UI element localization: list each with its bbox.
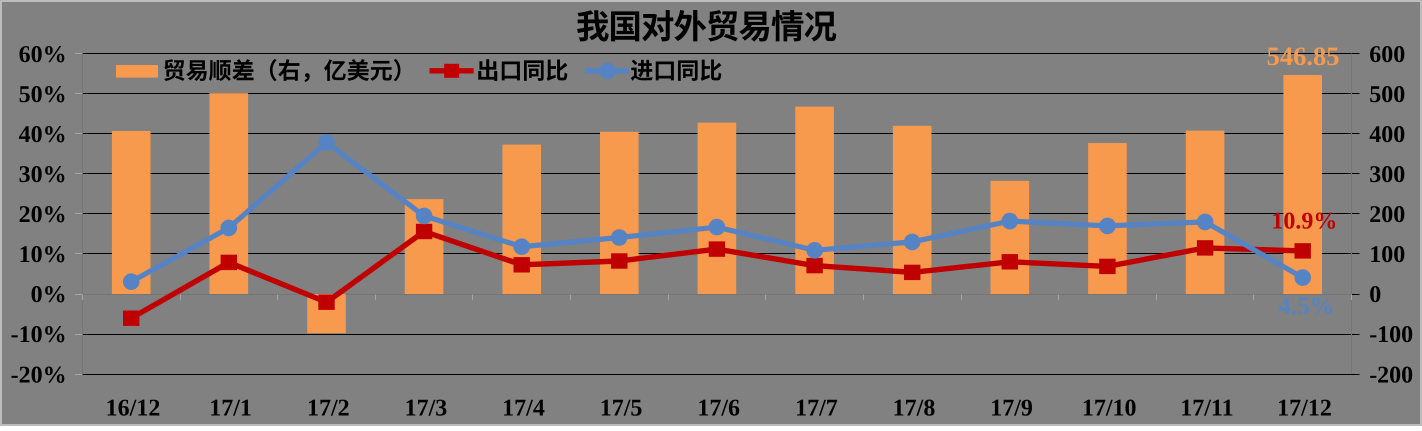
svg-text:17/2: 17/2 — [307, 396, 350, 422]
svg-text:400: 400 — [1369, 122, 1405, 148]
svg-text:0: 0 — [1369, 282, 1381, 308]
svg-text:30%: 30% — [19, 162, 67, 188]
svg-text:17/5: 17/5 — [600, 396, 643, 422]
svg-text:200: 200 — [1369, 202, 1405, 228]
svg-text:10%: 10% — [19, 242, 67, 268]
svg-text:17/12: 17/12 — [1277, 396, 1332, 422]
svg-text:17/1: 17/1 — [209, 396, 252, 422]
svg-text:600: 600 — [1369, 42, 1405, 68]
svg-text:-20%: -20% — [11, 362, 67, 388]
svg-text:40%: 40% — [19, 122, 67, 148]
svg-text:-200: -200 — [1369, 362, 1413, 388]
svg-text:10.9%: 10.9% — [1271, 209, 1337, 235]
svg-text:20%: 20% — [19, 202, 67, 228]
svg-text:-10%: -10% — [11, 322, 67, 348]
svg-text:17/9: 17/9 — [990, 396, 1033, 422]
svg-text:17/6: 17/6 — [697, 396, 740, 422]
svg-text:50%: 50% — [19, 82, 67, 108]
svg-text:17/8: 17/8 — [893, 396, 936, 422]
svg-text:4.5%: 4.5% — [1278, 293, 1334, 320]
svg-text:17/11: 17/11 — [1180, 396, 1233, 422]
svg-text:16/12: 16/12 — [106, 396, 161, 422]
svg-text:17/4: 17/4 — [502, 396, 545, 422]
svg-text:-100: -100 — [1369, 322, 1413, 348]
svg-text:17/7: 17/7 — [795, 396, 838, 422]
svg-text:17/3: 17/3 — [405, 396, 448, 422]
svg-text:17/10: 17/10 — [1082, 396, 1137, 422]
svg-text:100: 100 — [1369, 242, 1405, 268]
svg-text:0%: 0% — [31, 282, 67, 308]
svg-text:500: 500 — [1369, 82, 1405, 108]
svg-text:60%: 60% — [19, 42, 67, 68]
svg-text:546.85: 546.85 — [1267, 41, 1340, 71]
svg-text:300: 300 — [1369, 162, 1405, 188]
